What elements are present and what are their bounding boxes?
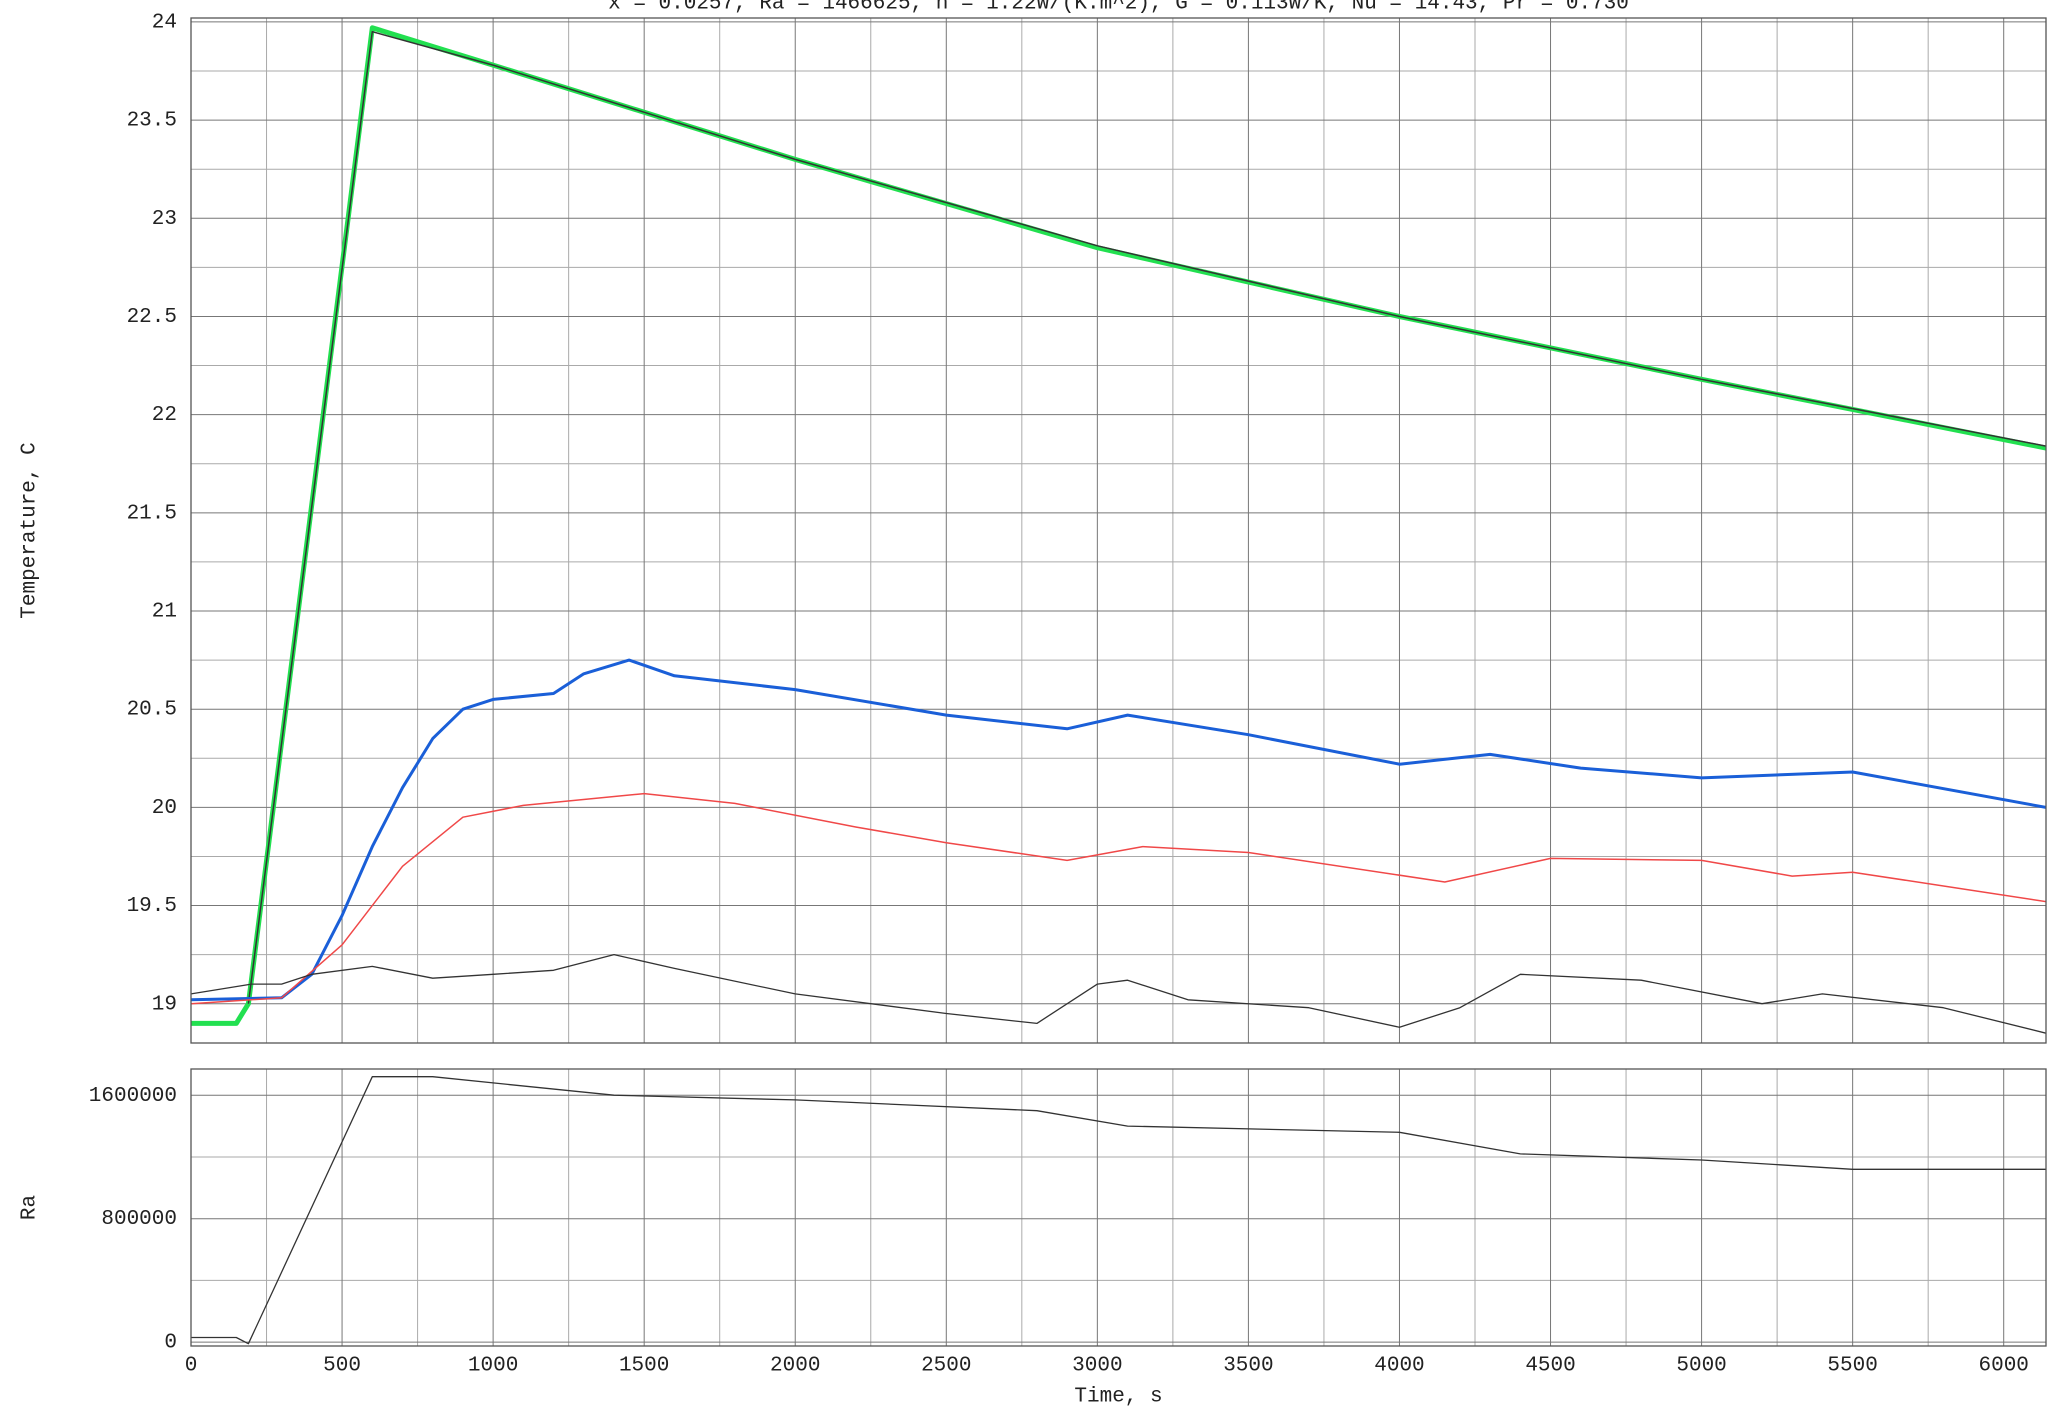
plot-frame xyxy=(190,1068,2047,1347)
plot-frame xyxy=(190,17,2047,1044)
y-tick-label: 19 xyxy=(152,993,177,1016)
y-tick-label: 21 xyxy=(152,601,177,624)
data-line xyxy=(247,30,2046,1004)
data-line xyxy=(191,25,2046,1026)
x-tick-label: 2500 xyxy=(921,1355,971,1378)
x-tick-label: 6000 xyxy=(1978,1355,2028,1378)
y-tick-label: 20 xyxy=(152,797,177,820)
x-tick-label: 0 xyxy=(185,1355,198,1378)
data-line xyxy=(191,658,2046,1002)
y-tick-label: 24 xyxy=(152,11,177,34)
x-axis-label: Time, s xyxy=(1074,1386,1162,1409)
y-axis-label: Ra xyxy=(19,1195,42,1220)
x-tick-label: 3000 xyxy=(1072,1355,1122,1378)
x-tick-label: 3500 xyxy=(1223,1355,1273,1378)
data-line xyxy=(191,1076,2046,1345)
x-tick-label: 4500 xyxy=(1525,1355,1575,1378)
chart-title: x = 0.0257, Ra = 1466625, h = 1.22W/(K.m… xyxy=(608,0,1629,16)
y-tick-label: 19.5 xyxy=(127,895,177,918)
data-line xyxy=(191,792,2046,1005)
x-tick-label: 1500 xyxy=(619,1355,669,1378)
y-axis-label: Temperature, C xyxy=(19,442,42,618)
y-tick-label: 0 xyxy=(164,1332,177,1355)
y-tick-label: 1600000 xyxy=(89,1085,177,1108)
y-tick-label: 23.5 xyxy=(127,110,177,133)
y-tick-label: 23 xyxy=(152,208,177,231)
y-tick-label: 21.5 xyxy=(127,502,177,525)
x-tick-label: 1000 xyxy=(468,1355,518,1378)
x-tick-label: 2000 xyxy=(770,1355,820,1378)
x-tick-label: 5500 xyxy=(1827,1355,1877,1378)
y-tick-label: 22 xyxy=(152,404,177,427)
x-tick-label: 5000 xyxy=(1676,1355,1726,1378)
x-tick-label: 500 xyxy=(323,1355,361,1378)
x-tick-label: 4000 xyxy=(1374,1355,1424,1378)
y-tick-label: 800000 xyxy=(101,1208,177,1231)
y-tick-label: 20.5 xyxy=(127,699,177,722)
y-tick-label: 22.5 xyxy=(127,306,177,329)
data-line xyxy=(191,953,2046,1034)
